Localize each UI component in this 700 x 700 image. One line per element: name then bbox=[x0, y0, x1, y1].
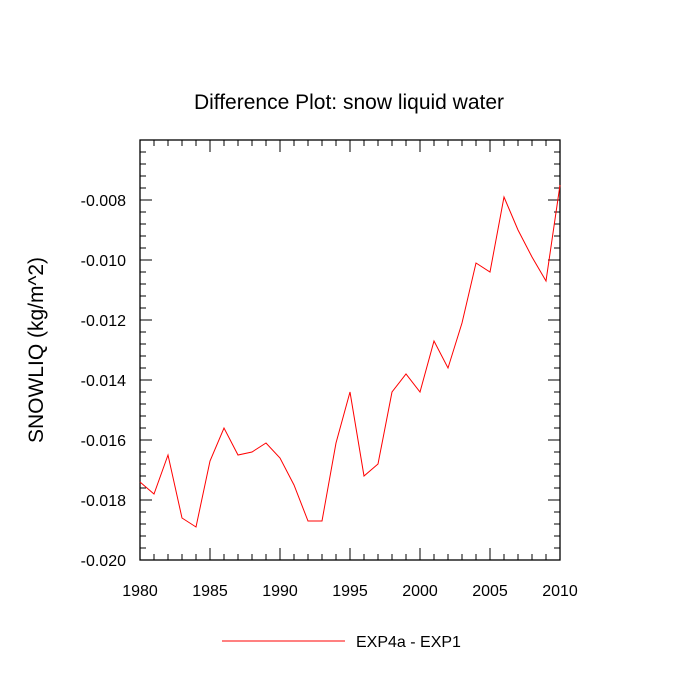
data-point bbox=[139, 481, 140, 482]
data-point bbox=[419, 391, 420, 392]
data-point bbox=[489, 271, 490, 272]
data-point bbox=[195, 526, 196, 527]
data-point bbox=[167, 454, 168, 455]
x-tick-label: 1980 bbox=[122, 583, 158, 600]
y-axis-label: SNOWLIQ (kg/m^2) bbox=[25, 257, 48, 443]
data-point bbox=[531, 256, 532, 257]
y-tick-label: -0.020 bbox=[81, 553, 126, 570]
data-point bbox=[237, 454, 238, 455]
data-point bbox=[545, 280, 546, 281]
data-point bbox=[153, 493, 154, 494]
data-point bbox=[209, 460, 210, 461]
legend: EXP4a - EXP1 bbox=[222, 634, 461, 651]
data-point bbox=[181, 517, 182, 518]
plot-area: 1980 1985 1990 1995 2000 2005 2010 -0.020 -0.018… bbox=[81, 139, 578, 600]
chart-title: Difference Plot: snow liquid water bbox=[194, 91, 504, 114]
plot-frame bbox=[139, 139, 561, 561]
data-point bbox=[517, 229, 518, 230]
data-point bbox=[503, 196, 504, 197]
data-point bbox=[251, 451, 252, 452]
data-point bbox=[279, 457, 280, 458]
data-point bbox=[377, 463, 378, 464]
x-tick-label: 2005 bbox=[472, 583, 508, 600]
y-tick-label: -0.016 bbox=[81, 433, 126, 450]
data-point bbox=[349, 391, 350, 392]
x-tick-label: 2000 bbox=[402, 583, 438, 600]
y-tick-label: -0.012 bbox=[81, 313, 126, 330]
y-tick-label: -0.010 bbox=[81, 253, 126, 270]
y-tick-label: -0.014 bbox=[81, 373, 126, 390]
data-point bbox=[363, 475, 364, 476]
x-tick-label: 1990 bbox=[262, 583, 298, 600]
series-line bbox=[139, 184, 561, 528]
data-point bbox=[321, 520, 322, 521]
y-tick-label: -0.018 bbox=[81, 493, 126, 510]
x-tick-label: 1995 bbox=[332, 583, 368, 600]
data-point bbox=[335, 442, 336, 443]
data-point bbox=[433, 340, 434, 341]
data-point bbox=[405, 373, 406, 374]
data-point bbox=[391, 391, 392, 392]
y-tick-label: -0.008 bbox=[81, 193, 126, 210]
data-point bbox=[265, 442, 266, 443]
data-point bbox=[559, 184, 560, 185]
x-tick-label: 1985 bbox=[192, 583, 228, 600]
x-tick-label: 2010 bbox=[542, 583, 578, 600]
data-point bbox=[223, 427, 224, 428]
data-point bbox=[293, 484, 294, 485]
legend-label: EXP4a - EXP1 bbox=[356, 634, 461, 651]
data-point bbox=[447, 367, 448, 368]
data-point bbox=[307, 520, 308, 521]
data-point bbox=[461, 322, 462, 323]
data-point bbox=[475, 262, 476, 263]
